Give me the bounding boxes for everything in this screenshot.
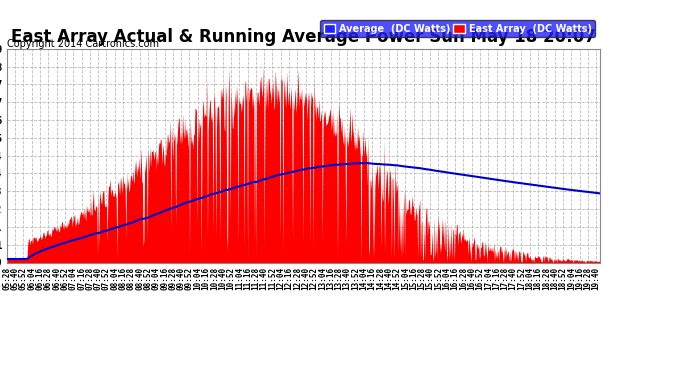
Title: East Array Actual & Running Average Power Sun May 18 20:07: East Array Actual & Running Average Powe… <box>11 28 596 46</box>
Legend: Average  (DC Watts), East Array  (DC Watts): Average (DC Watts), East Array (DC Watts… <box>320 21 595 37</box>
Text: Copyright 2014 Cartronics.com: Copyright 2014 Cartronics.com <box>7 39 159 50</box>
